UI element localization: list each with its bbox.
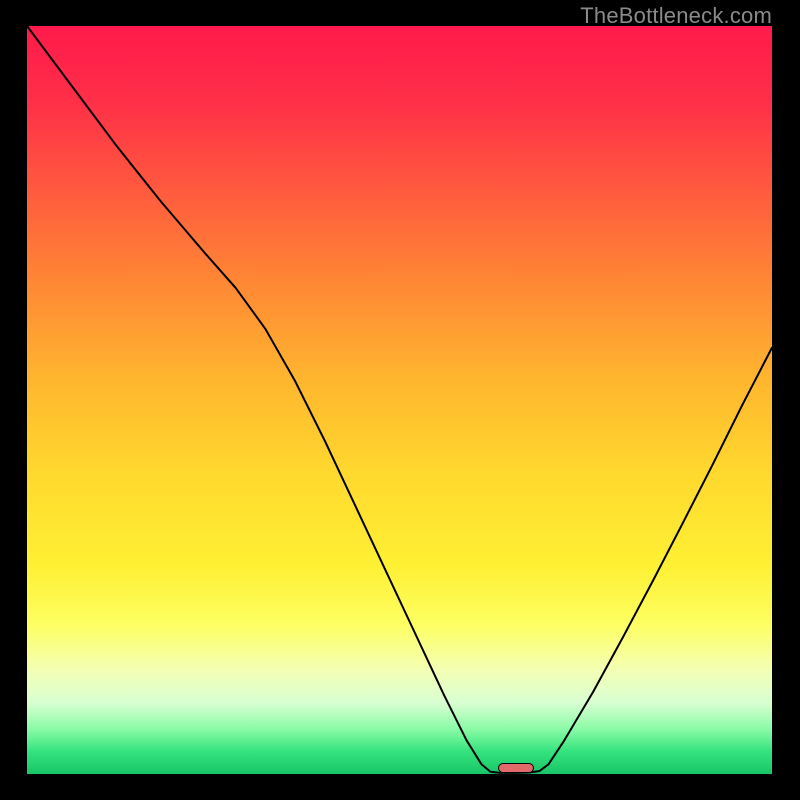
bottleneck-curve [27, 26, 772, 774]
optimal-marker [498, 763, 534, 773]
plot-area [27, 26, 772, 774]
